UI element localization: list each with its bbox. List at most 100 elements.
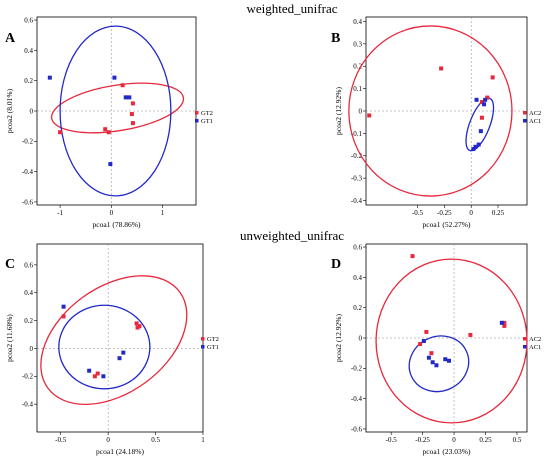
y-tick-label: 0.4 [353,274,362,282]
y-tick-label: 0.4 [24,47,33,55]
data-point-ac2 [490,75,495,80]
data-point-ac1 [476,142,481,147]
data-point-ac1 [434,363,439,368]
y-tick-label: 0.4 [353,18,362,26]
legend-swatch [195,111,199,115]
y-tick-label: 0.2 [353,63,362,71]
y-axis-label: pcoa2 (8.01%) [5,88,14,133]
x-tick-label: -0.5 [412,209,424,217]
x-tick-label: 0 [469,209,473,217]
weighted-unifrac-title: weighted_unifrac [247,1,338,16]
legend-swatch [523,345,527,349]
panel-a: A -1 0 1 -0.6 -0.4 -0.2 0 0.2 0.4 0.6 pcoa1 (78.86%… [5,16,213,229]
panel-letter: C [5,257,15,272]
x-tick-label: 0.5 [513,436,522,444]
x-tick-label: 0.25 [492,209,505,217]
legend-label: GT1 [207,344,219,351]
plot-frame [36,243,204,433]
data-point-gt1 [123,95,128,100]
x-tick-label: -0.5 [55,436,67,444]
data-point-ac1 [482,102,487,107]
data-point-ac1 [447,358,452,363]
data-point-gt1 [61,304,66,309]
legend-label: AC1 [529,118,541,125]
data-point-ac2 [410,254,415,259]
y-tick-label: -0.6 [22,198,34,206]
x-tick-label: -1 [57,209,63,217]
data-point-ac2 [502,320,507,325]
y-tick-label: 0.6 [24,261,33,269]
data-point-gt2 [130,121,135,126]
data-point-ac1 [426,355,431,360]
data-point-gt2 [130,101,135,106]
data-point-gt2 [135,325,140,330]
data-point-ac1 [430,360,435,365]
data-point-gt2 [129,112,134,117]
x-tick-label: -0.5 [386,436,398,444]
y-axis-label: pcoa2 (12.92%) [334,87,343,135]
y-tick-label: -0.3 [351,175,363,183]
y-tick-label: 0.3 [353,40,362,48]
y-tick-label: 0 [30,107,34,115]
y-tick-label: -0.4 [351,197,363,205]
panel-letter: D [331,257,341,272]
legend-swatch [201,337,205,341]
legend-label: GT2 [201,110,213,117]
legend-swatch [201,345,205,349]
data-point-gt1 [117,356,122,361]
y-tick-label: 0 [30,345,34,353]
legend-swatch [523,337,527,341]
y-tick-label: 0 [359,107,363,115]
data-point-gt2 [61,314,66,319]
y-tick-label: 0.2 [353,304,362,312]
data-point-ac1 [443,357,448,362]
data-point-gt2 [95,371,100,376]
x-tick-label: 0.5 [151,436,160,444]
x-tick-label: 0 [106,436,110,444]
data-point-gt1 [112,75,117,80]
data-point-ac2 [418,342,423,347]
y-tick-label: 0.6 [24,16,33,24]
legend-swatch [523,119,527,123]
panel-d: D -0.5 -0.25 0 0.25 0.5 -0.6 -0.4 -0.2 0 0.2 0.4 0.6… [331,243,541,456]
confidence-ellipse-ac2 [375,258,528,424]
data-point-gt1 [108,162,113,167]
y-tick-label: -0.6 [351,425,363,433]
plot-frame [36,16,197,206]
x-axis-label: pcoa1 (24.18%) [96,447,144,456]
confidence-ellipse-gt1 [59,25,172,197]
data-point-gt2 [134,321,139,326]
data-point-gt1 [87,368,92,373]
data-point-ac1 [483,97,488,102]
y-tick-label: 0 [359,334,363,342]
data-point-gt1 [127,95,132,100]
data-point-ac1 [499,320,504,325]
panel-b: B -0.5 -0.25 0 0.25 -0.4 -0.3 -0.2 -0.1 0 0.1 0.2 0.… [331,16,541,229]
data-point-ac2 [479,100,484,105]
legend-label: GT1 [201,118,213,125]
confidence-ellipse-ac2 [348,25,513,197]
x-tick-label: 0.25 [479,436,492,444]
x-tick-label: 1 [161,209,165,217]
data-point-gt2 [120,83,125,88]
x-tick-label: 0 [452,436,456,444]
data-point-gt2 [106,130,111,135]
x-axis-label: pcoa1 (52.27%) [423,220,471,229]
data-point-ac2 [367,113,372,118]
confidence-ellipse-ac1 [465,97,495,152]
legend-label: AC2 [529,336,541,343]
y-axis-label: pcoa2 (12.92%) [334,314,343,362]
y-tick-label: 0.2 [24,77,33,85]
x-axis-label: pcoa1 (78.86%) [93,220,141,229]
y-tick-label: -0.4 [22,401,34,409]
data-point-ac2 [502,323,507,328]
unweighted-unifrac-title: unweighted_unifrac [240,228,344,243]
y-tick-label: 0.1 [353,85,362,93]
y-tick-label: -0.4 [351,395,363,403]
y-tick-label: 0.2 [24,317,33,325]
legend-label: AC2 [529,110,541,117]
x-tick-label: 0 [110,209,114,217]
x-tick-label: 1 [201,436,205,444]
data-point-ac1 [474,97,479,102]
